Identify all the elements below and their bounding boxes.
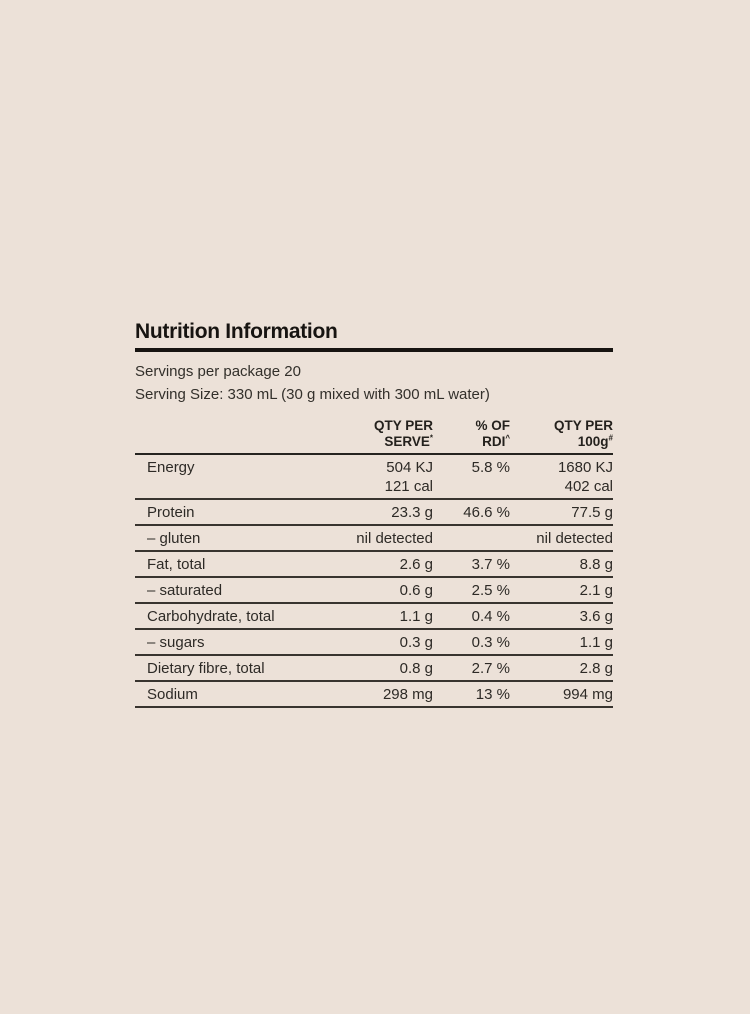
percent-rdi-value: 3.7 %: [471, 556, 510, 573]
qty-per-serve-value: 298 mg: [382, 686, 433, 703]
nutrient-label: – sugars: [147, 634, 205, 651]
nutrition-panel: Nutrition Information Servings per packa…: [135, 320, 613, 708]
percent-rdi-value: 5.8 %: [471, 459, 510, 476]
qty-per-serve-value: 1.1 g: [399, 608, 433, 625]
table-rows: Energy 504 KJ 121 cal 5.8 % 1680 KJ 402 …: [135, 455, 613, 708]
title-rule: [135, 348, 613, 352]
table-row: Fat, total 2.6 g 3.7 % 8.8 g: [135, 552, 613, 578]
qty-per-100g-value: 77.5 g: [571, 504, 613, 521]
table-row: Dietary fibre, total 0.8 g 2.7 % 2.8 g: [135, 656, 613, 682]
qty-per-100g-value: 2.8 g: [579, 660, 613, 677]
nutrient-label: – saturated: [147, 582, 223, 599]
serving-info: Servings per package 20 Serving Size: 33…: [135, 360, 613, 406]
table-row: – gluten nil detected nil detected: [135, 526, 613, 552]
qty-per-serve-value: 504 KJ 121 cal: [384, 459, 433, 495]
qty-per-serve-value: nil detected: [356, 530, 433, 547]
nutrient-label: Fat, total: [147, 556, 206, 573]
nutrient-label: Sodium: [147, 686, 198, 703]
qty-per-serve-value: 2.6 g: [399, 556, 433, 573]
qty-per-100g-value: 3.6 g: [579, 608, 613, 625]
table-row: – sugars 0.3 g 0.3 % 1.1 g: [135, 630, 613, 656]
qty-per-serve-value: 0.8 g: [399, 660, 433, 677]
qty-per-serve-value: 0.6 g: [399, 582, 433, 599]
rdi-footnote-mark: ^: [505, 433, 510, 443]
qty-per-100g-value: 994 mg: [562, 686, 613, 703]
header-qty-per-100g: QTY PER 100g#: [553, 418, 613, 449]
panel-title: Nutrition Information: [135, 320, 338, 343]
percent-rdi-value: 13 %: [475, 686, 510, 703]
table-row: – saturated 0.6 g 2.5 % 2.1 g: [135, 578, 613, 604]
per100g-footnote-mark: #: [608, 433, 613, 443]
qty-per-100g-value: nil detected: [536, 530, 613, 547]
percent-rdi-value: 0.3 %: [471, 634, 510, 651]
serving-size-line: Serving Size: 330 mL (30 g mixed with 30…: [135, 386, 490, 403]
nutrient-label: Energy: [147, 459, 195, 476]
table-row: Energy 504 KJ 121 cal 5.8 % 1680 KJ 402 …: [135, 455, 613, 500]
nutrient-label: Protein: [147, 504, 195, 521]
serve-footnote-mark: *: [429, 433, 433, 443]
percent-rdi-value: 2.7 %: [471, 660, 510, 677]
qty-per-100g-value: 8.8 g: [579, 556, 613, 573]
nutrient-label: Dietary fibre, total: [147, 660, 265, 677]
percent-rdi-value: 2.5 %: [471, 582, 510, 599]
qty-per-100g-value: 2.1 g: [579, 582, 613, 599]
qty-per-serve-value: 0.3 g: [399, 634, 433, 651]
header-qty-per-serve: QTY PER SERVE*: [373, 418, 433, 449]
table-row: Carbohydrate, total 1.1 g 0.4 % 3.6 g: [135, 604, 613, 630]
nutrition-table: QTY PER SERVE* % OF RDI^ QTY PER 100g# E…: [135, 418, 613, 708]
nutrient-label: – gluten: [147, 530, 201, 547]
percent-rdi-value: 0.4 %: [471, 608, 510, 625]
nutrient-label: Carbohydrate, total: [147, 608, 275, 625]
percent-rdi-value: 46.6 %: [463, 504, 510, 521]
servings-per-package-line: Servings per package 20: [135, 363, 301, 380]
table-row: Protein 23.3 g 46.6 % 77.5 g: [135, 500, 613, 526]
header-percent-rdi: % OF RDI^: [475, 418, 510, 449]
table-row: Sodium 298 mg 13 % 994 mg: [135, 682, 613, 708]
qty-per-100g-value: 1680 KJ 402 cal: [557, 459, 613, 495]
table-header-row: QTY PER SERVE* % OF RDI^ QTY PER 100g#: [135, 418, 613, 455]
qty-per-100g-value: 1.1 g: [579, 634, 613, 651]
percent-rdi-value: [433, 529, 510, 548]
qty-per-serve-value: 23.3 g: [391, 504, 433, 521]
